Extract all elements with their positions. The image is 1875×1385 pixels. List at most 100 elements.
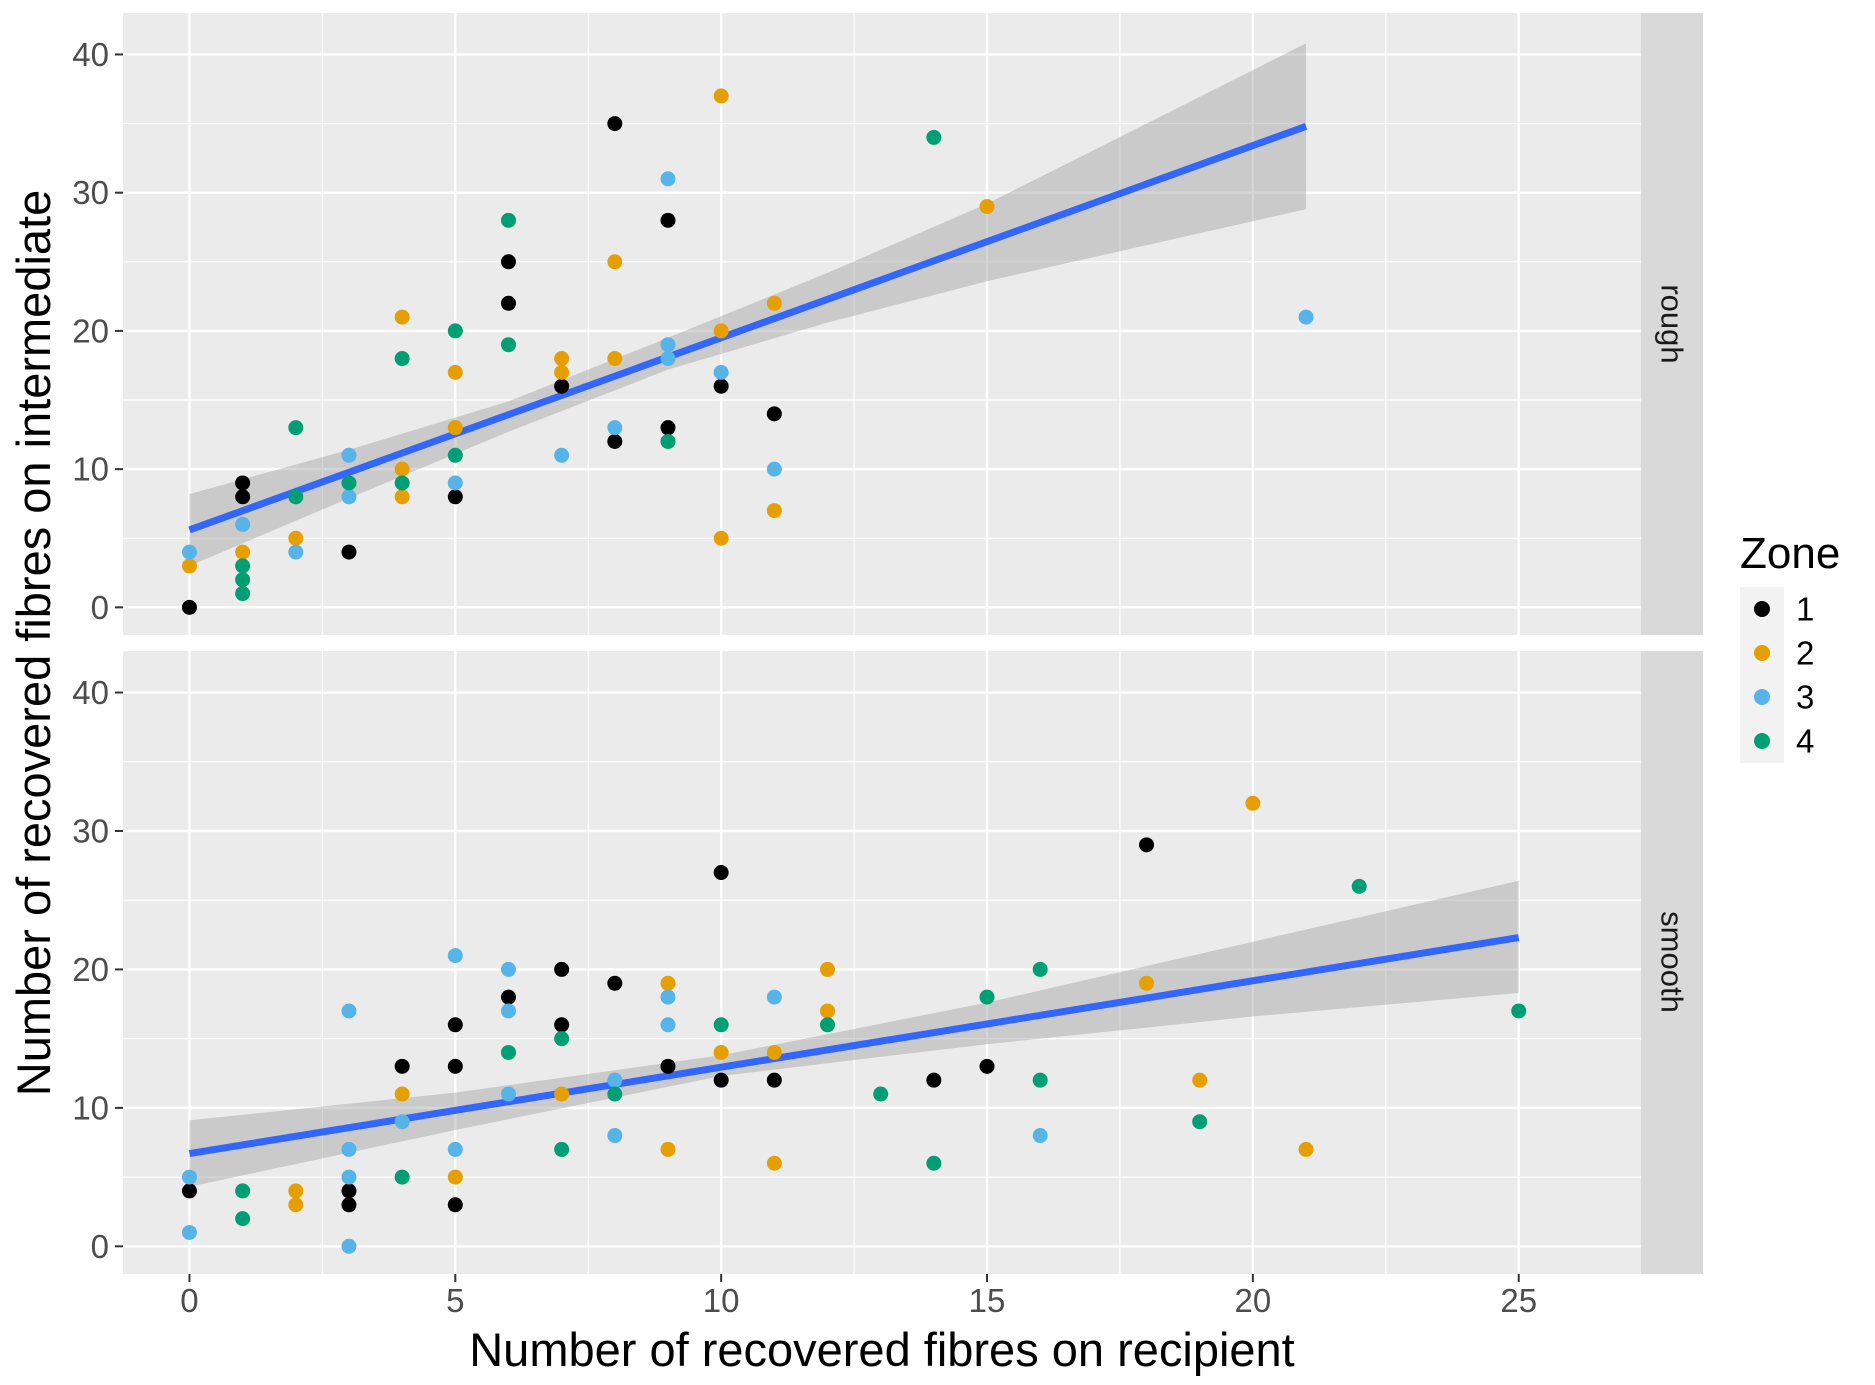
y-tick-label: 0 <box>91 1228 109 1265</box>
data-point-zone-3 <box>181 1169 197 1185</box>
y-tick-label: 20 <box>72 312 109 349</box>
data-point-zone-4 <box>235 1183 251 1199</box>
data-point-zone-2 <box>288 1197 304 1213</box>
data-point-zone-2 <box>554 351 570 367</box>
data-point-zone-1 <box>926 1072 942 1088</box>
data-point-zone-4 <box>1032 961 1048 977</box>
legend-label: 4 <box>1796 723 1814 760</box>
data-point-zone-4 <box>979 989 995 1005</box>
data-point-zone-2 <box>660 1141 676 1157</box>
panel-smooth-strip-label: smooth <box>1655 911 1690 1013</box>
data-point-zone-3 <box>181 544 197 560</box>
data-point-zone-2 <box>394 461 410 477</box>
data-point-zone-3 <box>447 1141 463 1157</box>
data-point-zone-3 <box>500 1003 516 1019</box>
data-point-zone-3 <box>660 337 676 353</box>
panel-smooth-confidence-band <box>189 880 1519 1187</box>
panel-rough-y-axis: 0 10 20 30 40 <box>72 36 123 626</box>
data-point-zone-2 <box>1139 975 1155 991</box>
data-point-zone-1 <box>660 1058 676 1074</box>
data-point-zone-4 <box>235 572 251 588</box>
x-tick-label: 15 <box>969 1282 1006 1319</box>
data-point-zone-2 <box>979 199 995 215</box>
data-point-zone-4 <box>926 1155 942 1171</box>
x-tick-label: 5 <box>446 1282 464 1319</box>
data-point-zone-1 <box>554 961 570 977</box>
legend-key-3 <box>1754 689 1770 705</box>
data-point-zone-4 <box>235 586 251 602</box>
data-point-zone-4 <box>235 558 251 574</box>
data-point-zone-3 <box>766 461 782 477</box>
data-point-zone-1 <box>766 406 782 422</box>
legend-label: 2 <box>1796 635 1814 672</box>
data-point-zone-4 <box>394 351 410 367</box>
data-point-zone-4 <box>447 323 463 339</box>
data-point-zone-2 <box>766 1155 782 1171</box>
data-point-zone-2 <box>181 558 197 574</box>
data-point-zone-4 <box>447 447 463 463</box>
data-point-zone-3 <box>1298 309 1314 325</box>
data-point-zone-4 <box>235 1211 251 1227</box>
legend-keys: 1 2 3 4 <box>1740 587 1814 763</box>
data-point-zone-3 <box>660 1017 676 1033</box>
x-tick-label: 25 <box>1500 1282 1537 1319</box>
data-point-zone-3 <box>660 989 676 1005</box>
data-point-zone-3 <box>341 489 357 505</box>
data-point-zone-3 <box>660 351 676 367</box>
data-point-zone-3 <box>500 1086 516 1102</box>
data-point-zone-3 <box>288 544 304 560</box>
legend-title: Zone <box>1740 529 1840 578</box>
y-tick-label: 10 <box>72 451 109 488</box>
data-point-zone-2 <box>1192 1072 1208 1088</box>
panel-rough-strip-label: rough <box>1655 284 1690 363</box>
data-point-zone-1 <box>500 989 516 1005</box>
data-point-zone-1 <box>447 489 463 505</box>
panel-rough-gridlines <box>123 13 1641 635</box>
data-point-zone-4 <box>500 337 516 353</box>
data-point-zone-4 <box>820 1017 836 1033</box>
data-point-zone-3 <box>607 1128 623 1144</box>
data-point-zone-3 <box>341 1141 357 1157</box>
data-point-zone-4 <box>1351 878 1367 894</box>
data-point-zone-2 <box>447 364 463 380</box>
data-point-zone-2 <box>447 420 463 436</box>
data-point-zone-2 <box>766 1044 782 1060</box>
data-point-zone-1 <box>447 1058 463 1074</box>
data-point-zone-2 <box>713 323 729 339</box>
data-point-zone-1 <box>713 1072 729 1088</box>
data-point-zone-1 <box>713 378 729 394</box>
data-point-zone-4 <box>394 1169 410 1185</box>
panel-smooth: 0 10 20 30 40 smooth <box>72 651 1703 1274</box>
data-point-zone-4 <box>873 1086 889 1102</box>
panel-smooth-background <box>123 651 1641 1274</box>
legend-label: 3 <box>1796 679 1814 716</box>
data-point-zone-3 <box>394 1114 410 1130</box>
data-point-zone-3 <box>341 447 357 463</box>
data-point-zone-3 <box>341 1169 357 1185</box>
y-axis-title: Number of recovered fibres on intermedia… <box>7 190 60 1097</box>
data-point-zone-1 <box>341 544 357 560</box>
x-tick-label: 10 <box>703 1282 740 1319</box>
data-point-zone-1 <box>235 475 251 491</box>
data-point-zone-2 <box>288 1183 304 1199</box>
data-point-zone-2 <box>713 88 729 104</box>
data-point-zone-2 <box>394 309 410 325</box>
data-point-zone-1 <box>660 212 676 228</box>
data-point-zone-1 <box>1139 837 1155 853</box>
data-point-zone-1 <box>607 116 623 132</box>
data-point-zone-2 <box>713 530 729 546</box>
data-point-zone-4 <box>926 129 942 145</box>
data-point-zone-1 <box>979 1058 995 1074</box>
data-point-zone-1 <box>447 1197 463 1213</box>
y-tick-label: 0 <box>91 589 109 626</box>
data-point-zone-2 <box>766 295 782 311</box>
legend-label: 1 <box>1796 591 1814 628</box>
data-point-zone-3 <box>181 1224 197 1240</box>
data-point-zone-2 <box>607 254 623 270</box>
data-point-zone-2 <box>820 961 836 977</box>
data-point-zone-3 <box>447 948 463 964</box>
x-axis-title: Number of recovered fibres on recipient <box>469 1323 1295 1376</box>
x-axis: 0 5 10 15 20 25 <box>180 1274 1537 1319</box>
data-point-zone-2 <box>394 489 410 505</box>
